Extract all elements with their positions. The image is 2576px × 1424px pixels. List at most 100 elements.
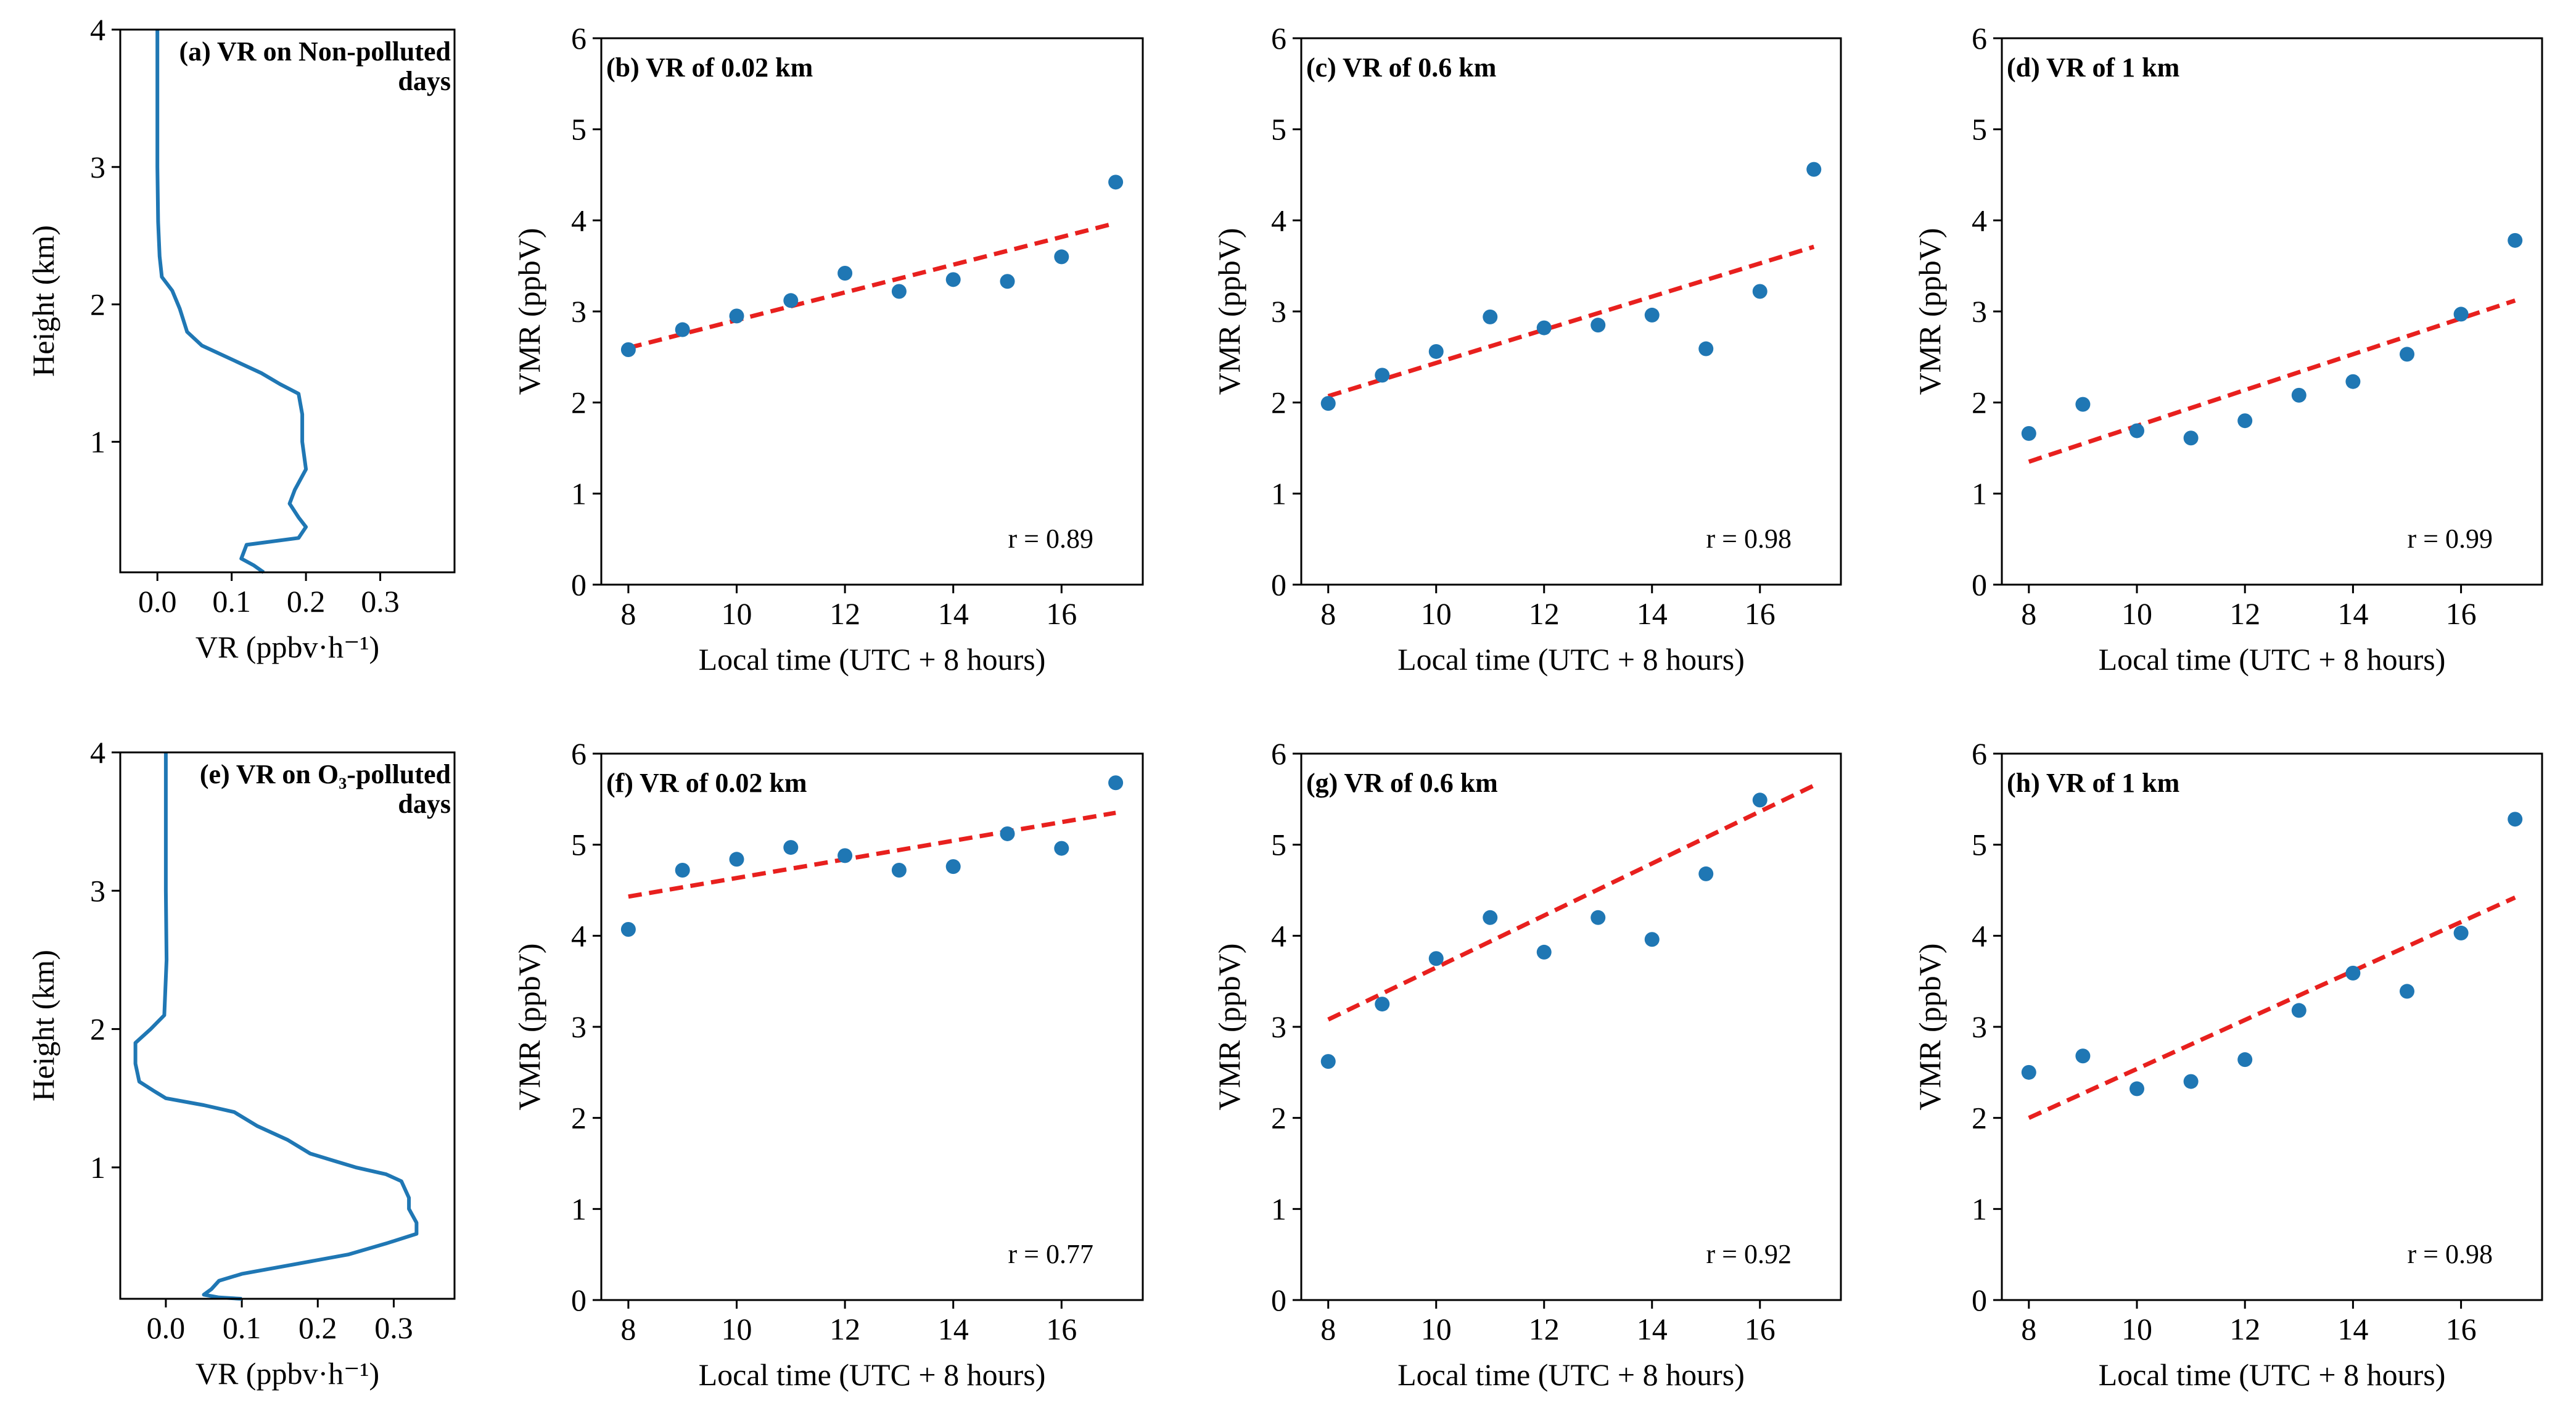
panel-title: (d) VR of 1 km: [2007, 52, 2179, 83]
x-tick-label: 0.2: [298, 1311, 337, 1345]
x-tick-label: 0.3: [374, 1311, 413, 1345]
panel-title: days: [398, 66, 451, 96]
fit-line: [628, 221, 1116, 350]
y-tick-label: 1: [90, 1150, 105, 1185]
y-tick-label: 6: [571, 21, 586, 56]
y-tick-label: 5: [571, 112, 586, 147]
y-tick-label: 2: [90, 1012, 105, 1047]
y-axis-label: VMR (ppbV): [512, 228, 546, 395]
x-tick-label: 14: [938, 1312, 969, 1346]
y-tick-label: 0: [571, 567, 586, 602]
data-point: [837, 848, 853, 863]
y-tick-label: 2: [1271, 1101, 1286, 1135]
data-point: [2130, 1081, 2144, 1097]
data-point: [1590, 910, 1606, 925]
fit-line: [1327, 783, 1815, 1022]
x-tick-label: 10: [722, 1312, 752, 1346]
r-value-label: r = 0.77: [1008, 1239, 1093, 1269]
data-point: [1428, 344, 1444, 359]
y-tick-label: 5: [1972, 112, 1987, 147]
x-tick-label: 16: [1745, 596, 1776, 631]
x-tick-label: 12: [2229, 596, 2260, 631]
x-tick-label: 8: [2021, 1312, 2036, 1346]
x-tick-label: 0.1: [223, 1311, 261, 1345]
y-tick-label: 1: [1972, 476, 1987, 511]
x-tick-label: 0.3: [361, 584, 400, 619]
data-point: [2508, 812, 2523, 827]
x-tick-label: 0.0: [138, 584, 177, 619]
data-point: [2345, 965, 2361, 981]
x-tick-label: 12: [2229, 1312, 2260, 1346]
y-tick-label: 1: [1271, 476, 1286, 511]
data-point: [783, 293, 799, 308]
data-point: [729, 308, 744, 324]
x-tick-label: 12: [829, 1312, 860, 1346]
x-tick-label: 14: [1637, 1312, 1668, 1346]
y-axis-label: Height (km): [26, 225, 60, 377]
x-axis-label: Local time (UTC + 8 hours): [699, 642, 1046, 677]
data-point: [1375, 997, 1390, 1012]
r-value-label: r = 0.99: [2408, 524, 2493, 554]
x-tick-label: 16: [2446, 596, 2477, 631]
data-point: [1644, 932, 1660, 947]
y-tick-label: 3: [571, 294, 586, 329]
plot-frame: [600, 752, 1144, 1301]
y-tick-label: 1: [571, 1191, 586, 1226]
y-axis-label: VMR (ppbV): [1212, 228, 1246, 395]
y-tick-label: 5: [571, 828, 586, 862]
x-tick-label: 14: [1637, 596, 1668, 631]
data-point: [2453, 307, 2469, 322]
data-point: [1054, 249, 1069, 265]
y-tick-label: 6: [1271, 21, 1286, 56]
plot-frame: [119, 751, 456, 1300]
y-tick-label: 4: [571, 203, 586, 237]
y-axis-label: VMR (ppbV): [1912, 228, 1947, 395]
panel-title: days: [398, 789, 451, 819]
data-point: [1108, 775, 1124, 791]
panel-title: (h) VR of 1 km: [2007, 768, 2179, 798]
x-tick-label: 16: [2446, 1312, 2477, 1346]
data-point: [945, 272, 961, 287]
data-point: [945, 859, 961, 875]
panel-title: (b) VR of 0.02 km: [606, 52, 813, 83]
y-tick-label: 3: [1271, 294, 1286, 329]
y-tick-label: 3: [1271, 1010, 1286, 1044]
data-point: [837, 265, 853, 281]
x-tick-label: 10: [722, 596, 752, 631]
data-point: [620, 921, 636, 937]
y-tick-label: 2: [90, 287, 105, 322]
data-point: [1590, 318, 1606, 333]
panel-title: (a) VR on Non-polluted: [179, 36, 451, 67]
y-tick-label: 2: [1271, 385, 1286, 420]
y-tick-label: 4: [90, 735, 105, 770]
x-axis-label: VR (ppbv·h⁻¹): [195, 630, 379, 664]
data-point: [2400, 984, 2414, 999]
data-point: [2075, 1048, 2091, 1064]
data-point: [1644, 307, 1660, 323]
data-point: [1000, 274, 1015, 289]
plot-frame: [1300, 37, 1842, 586]
y-tick-label: 4: [90, 12, 105, 47]
y-tick-label: 6: [1271, 736, 1286, 771]
y-tick-label: 4: [1972, 918, 1987, 953]
data-point: [2237, 413, 2253, 429]
y-axis-label: VMR (ppbV): [512, 944, 546, 1111]
fit-line: [2028, 895, 2516, 1120]
data-point: [675, 863, 690, 878]
r-value-label: r = 0.98: [1706, 524, 1792, 554]
x-axis-label: VR (ppbv·h⁻¹): [195, 1356, 379, 1391]
y-tick-label: 0: [571, 1283, 586, 1317]
y-axis-label: VMR (ppbV): [1212, 944, 1246, 1111]
y-tick-label: 0: [1271, 567, 1286, 602]
x-tick-label: 10: [2121, 1312, 2152, 1346]
panel-e: 0.0 0.1 0.2 0.3 1 2 3 4 VR (ppbv·h⁻¹) Height (km)…: [26, 735, 456, 1391]
y-tick-label: 6: [1972, 736, 1987, 771]
x-tick-label: 14: [2337, 596, 2368, 631]
data-point: [2237, 1052, 2253, 1068]
